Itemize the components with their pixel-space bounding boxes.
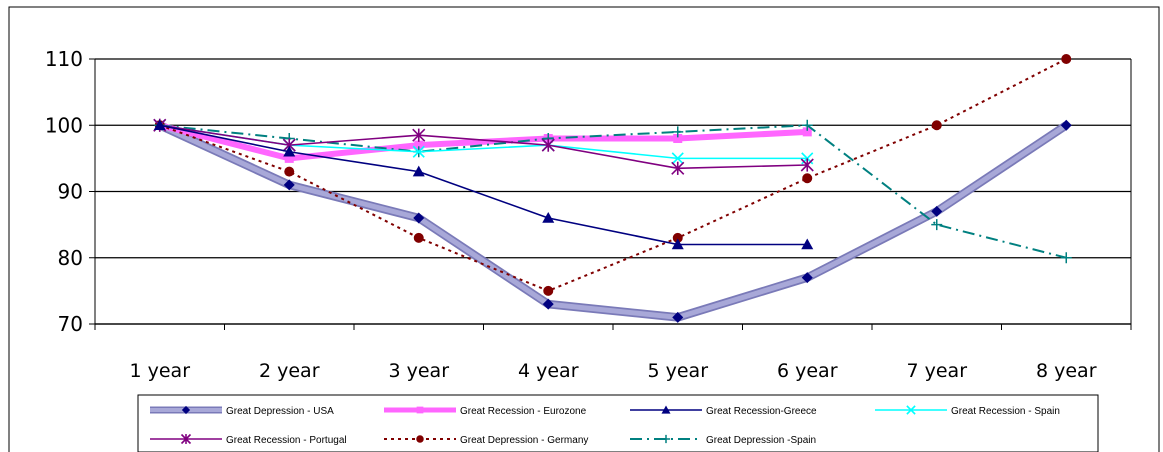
- x-tick-label: 6 year: [777, 360, 838, 382]
- data-point: [671, 161, 685, 175]
- data-point: [1061, 54, 1072, 64]
- y-tick-label: 80: [58, 246, 83, 270]
- legend-label: Great Recession - Portugal: [226, 435, 347, 446]
- data-point: [284, 153, 294, 163]
- data-point: [1060, 119, 1072, 131]
- legend-item: Great Recession - Spain: [875, 405, 1060, 417]
- x-tick-label: 5 year: [647, 360, 708, 382]
- data-point: [283, 179, 295, 191]
- legend-label: Great Depression - Germany: [460, 435, 588, 446]
- data-point: [671, 238, 684, 250]
- legend-label: Great Recession - Eurozone: [460, 406, 587, 417]
- data-point: [673, 134, 683, 143]
- legend-marker: [180, 433, 192, 445]
- data-point: [412, 165, 425, 177]
- data-point: [801, 238, 814, 250]
- legend-label: Great Depression -Spain: [706, 435, 816, 446]
- legend-item: Great Depression - Germany: [384, 435, 588, 446]
- legend-item: Great Recession - Portugal: [150, 433, 347, 446]
- legend-marker: [181, 405, 191, 415]
- legend-item: Great Recession-Greece: [630, 405, 817, 417]
- legend-marker: [906, 405, 916, 415]
- series-2: [153, 119, 814, 250]
- data-point: [802, 127, 812, 137]
- x-tick-label: 3 year: [388, 360, 449, 382]
- x-tick-label: 4 year: [518, 360, 579, 382]
- legend: Great Depression - USA Great Recession - …: [137, 394, 1099, 452]
- data-point: [283, 145, 296, 157]
- data-point: [672, 126, 684, 138]
- data-point: [413, 232, 424, 243]
- data-point: [543, 285, 554, 296]
- legend-item: Great Recession - Eurozone: [384, 406, 587, 417]
- legend-label: Great Recession-Greece: [706, 406, 817, 417]
- data-point: [800, 158, 814, 172]
- chart-border: [8, 6, 1160, 452]
- data-point: [412, 128, 426, 142]
- legend-label: Great Recession - Spain: [951, 406, 1060, 417]
- series-line: [159, 124, 808, 246]
- data-point: [802, 173, 813, 184]
- data-point: [671, 152, 684, 165]
- x-tick-label: 2 year: [259, 360, 320, 382]
- data-point: [931, 219, 943, 231]
- data-point: [931, 205, 943, 217]
- y-tick-label: 110: [45, 47, 83, 71]
- x-tick-label: 7 year: [906, 360, 967, 382]
- x-tick-label: 8 year: [1036, 360, 1097, 382]
- data-point: [413, 212, 425, 224]
- series-line: [158, 122, 1068, 320]
- data-point: [153, 119, 166, 131]
- legend-label: Great Depression - USA: [226, 406, 334, 417]
- data-point: [414, 140, 424, 150]
- data-point: [672, 232, 683, 243]
- data-point: [284, 166, 295, 177]
- series-0: [154, 119, 1072, 323]
- data-point: [542, 298, 554, 310]
- series-line: [159, 122, 808, 162]
- y-tick-label: 70: [58, 312, 83, 336]
- legend-box: [137, 394, 1099, 452]
- data-point: [801, 272, 813, 284]
- series-group: [153, 54, 1072, 323]
- data-point: [1060, 252, 1072, 264]
- data-point: [412, 145, 425, 158]
- series-line: [159, 58, 1067, 292]
- x-axis-ticks: 1 year 2 year 3 year 4 year 5 year 6 year 7 ye…: [94, 324, 1132, 382]
- legend-marker: [416, 406, 424, 414]
- legend-marker: [661, 405, 671, 414]
- legend-item: Great Depression - USA: [150, 405, 334, 417]
- legend-marker: [416, 435, 424, 443]
- series-line: [159, 124, 1067, 259]
- legend-item: Great Depression -Spain: [630, 434, 816, 446]
- y-tick-label: 100: [45, 113, 83, 137]
- x-tick-label: 1 year: [129, 360, 190, 382]
- data-point: [542, 212, 555, 223]
- data-point: [931, 120, 942, 131]
- series-line: [159, 124, 808, 170]
- y-tick-label: 90: [58, 180, 83, 204]
- legend-marker: [661, 434, 671, 444]
- data-point: [541, 138, 555, 152]
- y-axis-ticks: 70 80 90 100 110: [45, 47, 95, 336]
- data-point: [672, 311, 684, 323]
- data-point: [801, 119, 813, 131]
